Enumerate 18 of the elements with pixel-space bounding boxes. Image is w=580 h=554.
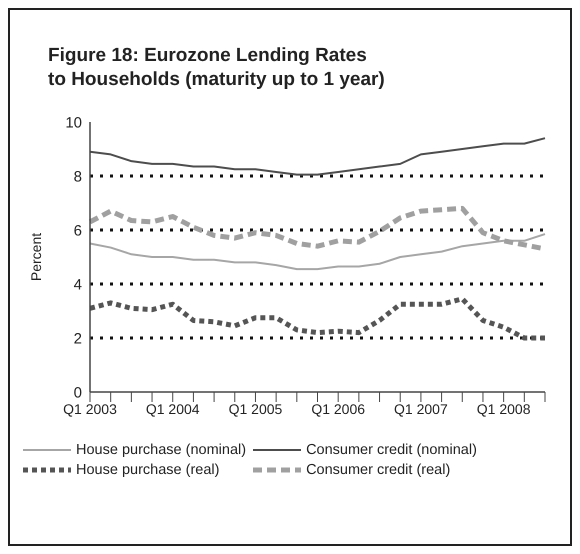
- legend-label: Consumer credit (nominal): [306, 442, 477, 458]
- y-tick-label: 10: [65, 114, 82, 132]
- legend-label: Consumer credit (real): [306, 462, 450, 478]
- x-tick-label: Q1 2008: [476, 400, 531, 417]
- x-tick-label: Q1 2003: [63, 400, 118, 417]
- x-tick-label: Q1 2007: [394, 400, 448, 417]
- x-tick-label: Q1 2004: [146, 400, 200, 417]
- x-tick-label: Q1 2006: [311, 400, 366, 417]
- chart-title: Figure 18: Eurozone Lending Rates to Households (maturity up to 1 year): [48, 44, 385, 92]
- legend-label: House purchase (real): [76, 462, 220, 478]
- y-tick-label: 8: [74, 168, 82, 186]
- y-tick-label: 4: [74, 276, 82, 294]
- y-axis-title: Percent: [28, 232, 44, 282]
- y-tick-label: 0: [74, 384, 82, 402]
- y-tick-label: 2: [74, 330, 82, 348]
- legend-label: House purchase (nominal): [76, 442, 246, 458]
- x-tick-label: Q1 2005: [228, 400, 283, 417]
- y-tick-label: 6: [74, 222, 82, 240]
